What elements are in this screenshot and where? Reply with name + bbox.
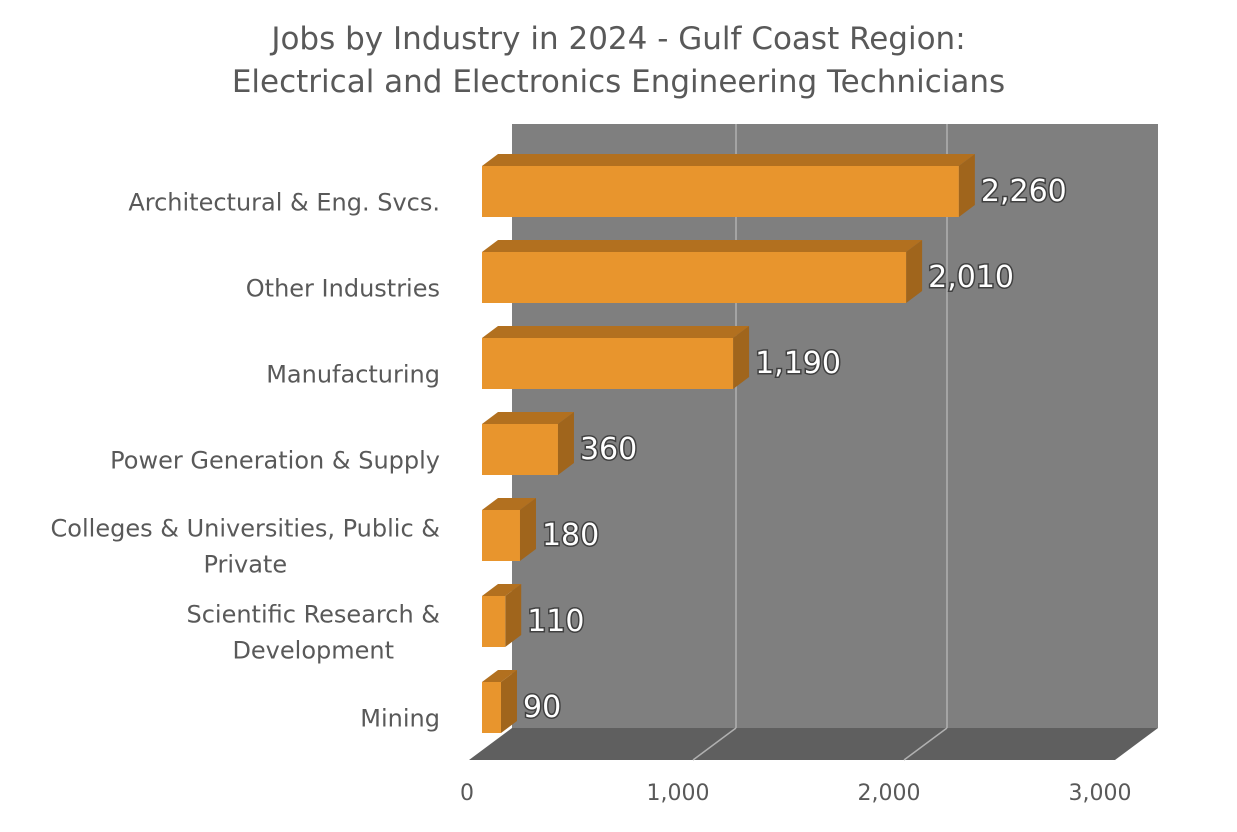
bar-side-3 (557, 412, 574, 475)
bar-side-1 (906, 240, 923, 303)
bar-top-1 (482, 240, 923, 252)
bar-front-2 (482, 338, 734, 389)
bar-side-0 (958, 154, 975, 217)
x-tick-labels: 0 1,000 2,000 3,000 (460, 781, 1131, 806)
x-tick-label-3: 3,000 (1069, 781, 1132, 806)
category-labels: Architectural & Eng. Svcs. Other Industri… (51, 189, 440, 733)
bar-0 (482, 154, 975, 217)
category-label-4-line-0: Colleges & Universities, Public & (51, 515, 440, 543)
bar-side-2 (733, 326, 750, 389)
data-label-6: 90 (523, 690, 561, 725)
bar-6 (482, 670, 517, 733)
category-label-4-line-1: Private (203, 551, 287, 579)
bar-3 (482, 412, 574, 475)
bar-top-5 (482, 584, 522, 596)
bar-5 (482, 584, 522, 647)
chart-walls (469, 124, 1158, 761)
data-labels: 2,260 2,010 1,190 360 180 110 90 (521, 173, 1068, 727)
category-label-0-line-0: Architectural & Eng. Svcs. (128, 189, 440, 217)
bar-top-6 (482, 670, 517, 682)
data-label-2: 1,190 (755, 346, 841, 381)
data-label-3: 360 (580, 432, 637, 467)
category-label-3-line-0: Power Generation & Supply (110, 447, 440, 475)
floor-gridline-1000 (692, 727, 737, 761)
bar-side-5 (505, 584, 522, 647)
bar-front-4 (482, 510, 520, 561)
bar-side-6 (500, 670, 517, 733)
data-label-0: 2,260 (981, 174, 1067, 209)
bar-side-4 (519, 498, 536, 561)
bar-2 (482, 326, 750, 389)
category-label-2-line-0: Manufacturing (266, 361, 440, 389)
back-wall (512, 124, 1158, 728)
bar-top-0 (482, 154, 975, 166)
bar-top-2 (482, 326, 750, 338)
data-label-1: 2,010 (928, 260, 1014, 295)
category-label-6-line-0: Mining (360, 705, 440, 733)
chart-title-line-1: Jobs by Industry in 2024 - Gulf Coast Re… (271, 21, 966, 57)
bar-1 (482, 240, 923, 303)
data-label-5: 110 (527, 604, 584, 639)
bar-front-0 (482, 166, 959, 217)
bar-top-3 (482, 412, 574, 424)
bar-front-5 (482, 596, 506, 647)
category-label-5-line-1: Development (232, 637, 394, 665)
bar-4 (482, 498, 536, 561)
data-label-4: 180 (542, 518, 599, 553)
floor (469, 728, 1158, 760)
x-tick-label-2: 2,000 (858, 781, 921, 806)
bar-top-4 (482, 498, 536, 510)
category-label-5-line-0: Scientific Research & (186, 601, 440, 629)
bar-front-3 (482, 424, 558, 475)
chart-title: Jobs by Industry in 2024 - Gulf Coast Re… (0, 18, 1237, 104)
x-tick-label-0: 0 (460, 781, 474, 806)
category-label-1-line-0: Other Industries (246, 275, 440, 303)
chart-title-line-2: Electrical and Electronics Engineering T… (231, 64, 1006, 100)
x-tick-label-1: 1,000 (647, 781, 710, 806)
bars (482, 154, 975, 733)
floor-gridline-2000 (903, 727, 948, 761)
bar-front-1 (482, 252, 907, 303)
bar-front-6 (482, 682, 501, 733)
